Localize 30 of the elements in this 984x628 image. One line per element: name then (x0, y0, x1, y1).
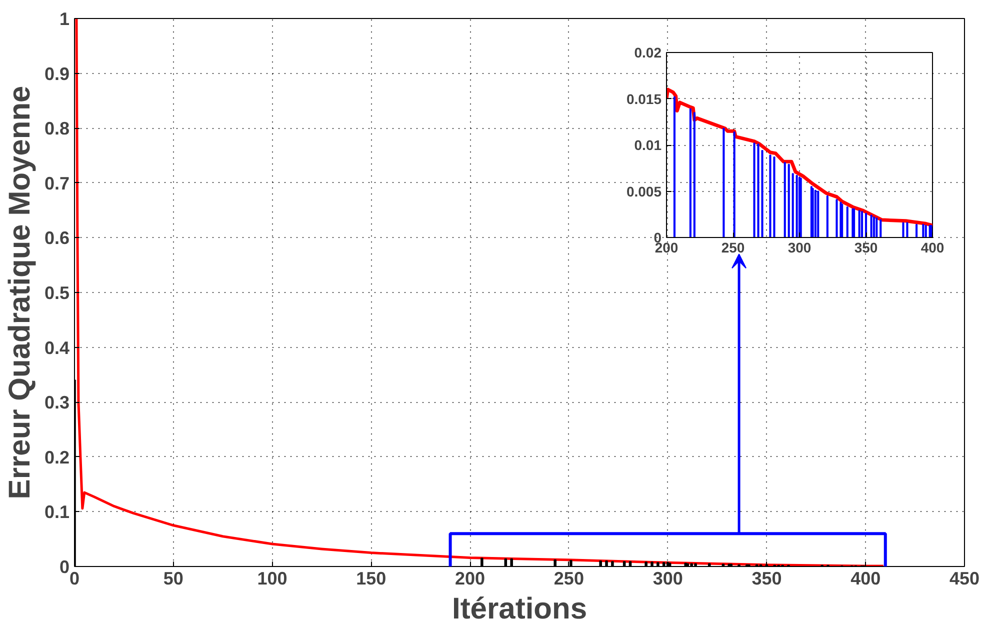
x-tick-label: 450 (949, 568, 980, 588)
x-tick-label: 350 (752, 568, 782, 588)
y-axis-title: Erreur Quadratique Moyenne (3, 86, 36, 500)
x-tick-label: 300 (652, 568, 683, 588)
y-tick-label: 0.5 (44, 283, 70, 303)
y-tick-label: 0.9 (44, 64, 70, 84)
y-tick-label: 0.3 (44, 392, 70, 413)
x-tick-label: 300 (788, 240, 812, 256)
y-tick-label: 0.02 (634, 44, 662, 60)
y-tick-label: 0.005 (626, 183, 662, 200)
y-tick-label: 1 (59, 9, 70, 29)
x-tick-label: 400 (850, 568, 881, 588)
x-tick-label: 350 (854, 240, 878, 256)
y-tick-label: 0.1 (44, 502, 70, 522)
x-tick-label: 200 (455, 568, 486, 588)
x-tick-label: 400 (920, 240, 944, 256)
y-tick-label: 0.2 (44, 447, 70, 468)
y-tick-label: 0.01 (634, 137, 662, 153)
y-tick-label: 0.6 (44, 228, 70, 248)
line-series (666, 88, 932, 228)
x-axis-title: Itérations (452, 592, 588, 626)
x-tick-label: 250 (721, 240, 745, 256)
y-tick-label: 0.015 (626, 90, 662, 107)
x-tick-label: 150 (356, 568, 386, 588)
x-tick-label: 100 (257, 568, 288, 588)
x-tick-label: 50 (163, 568, 184, 588)
y-tick-label: 0.7 (44, 173, 70, 194)
x-tick-label: 250 (554, 568, 584, 588)
y-tick-label: 0.4 (44, 338, 70, 358)
y-tick-label: 0.8 (44, 118, 70, 139)
